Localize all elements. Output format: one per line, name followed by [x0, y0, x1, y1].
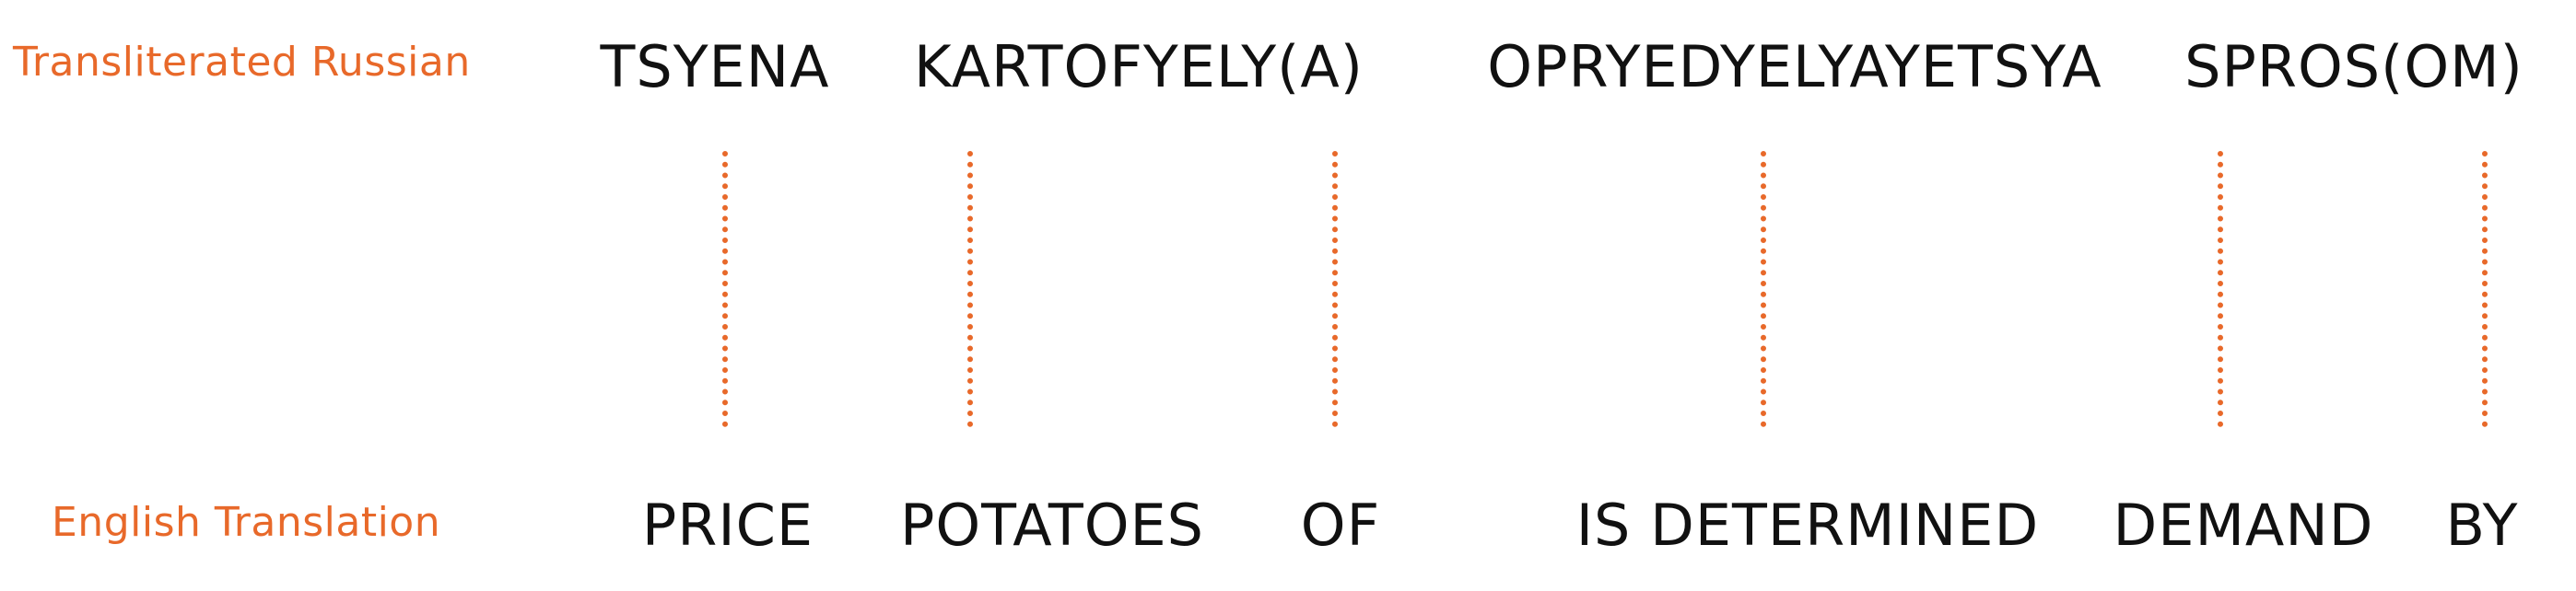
- dotted-connector-price: [722, 151, 728, 427]
- dotted-connector-potatoes: [967, 151, 973, 427]
- russian-word-opryedyelyayetsya: OPRYEDYELYAYETSYA: [1487, 33, 2102, 100]
- dotted-connector-by: [2482, 151, 2488, 427]
- english-word-by: BY: [2445, 492, 2519, 559]
- row-label-transliterated-russian: Transliterated Russian: [13, 39, 471, 86]
- row-label-english-translation: English Translation: [52, 499, 441, 546]
- english-word-of: OF: [1300, 492, 1381, 559]
- dotted-connector-of: [1332, 151, 1338, 427]
- russian-word-spros: SPROS(OM): [2184, 33, 2523, 100]
- english-word-price: PRICE: [641, 492, 814, 559]
- english-word-is-determined: IS DETERMINED: [1575, 492, 2040, 559]
- russian-word-tsyena: TSYENA: [600, 33, 830, 100]
- dotted-connector-demand: [2218, 151, 2223, 427]
- russian-word-kartofyely: KARTOFYELY(A): [914, 33, 1364, 100]
- dotted-connector-is-determined: [1761, 151, 1766, 427]
- english-word-potatoes: POTATOES: [899, 492, 1205, 559]
- english-word-demand: DEMAND: [2113, 492, 2374, 559]
